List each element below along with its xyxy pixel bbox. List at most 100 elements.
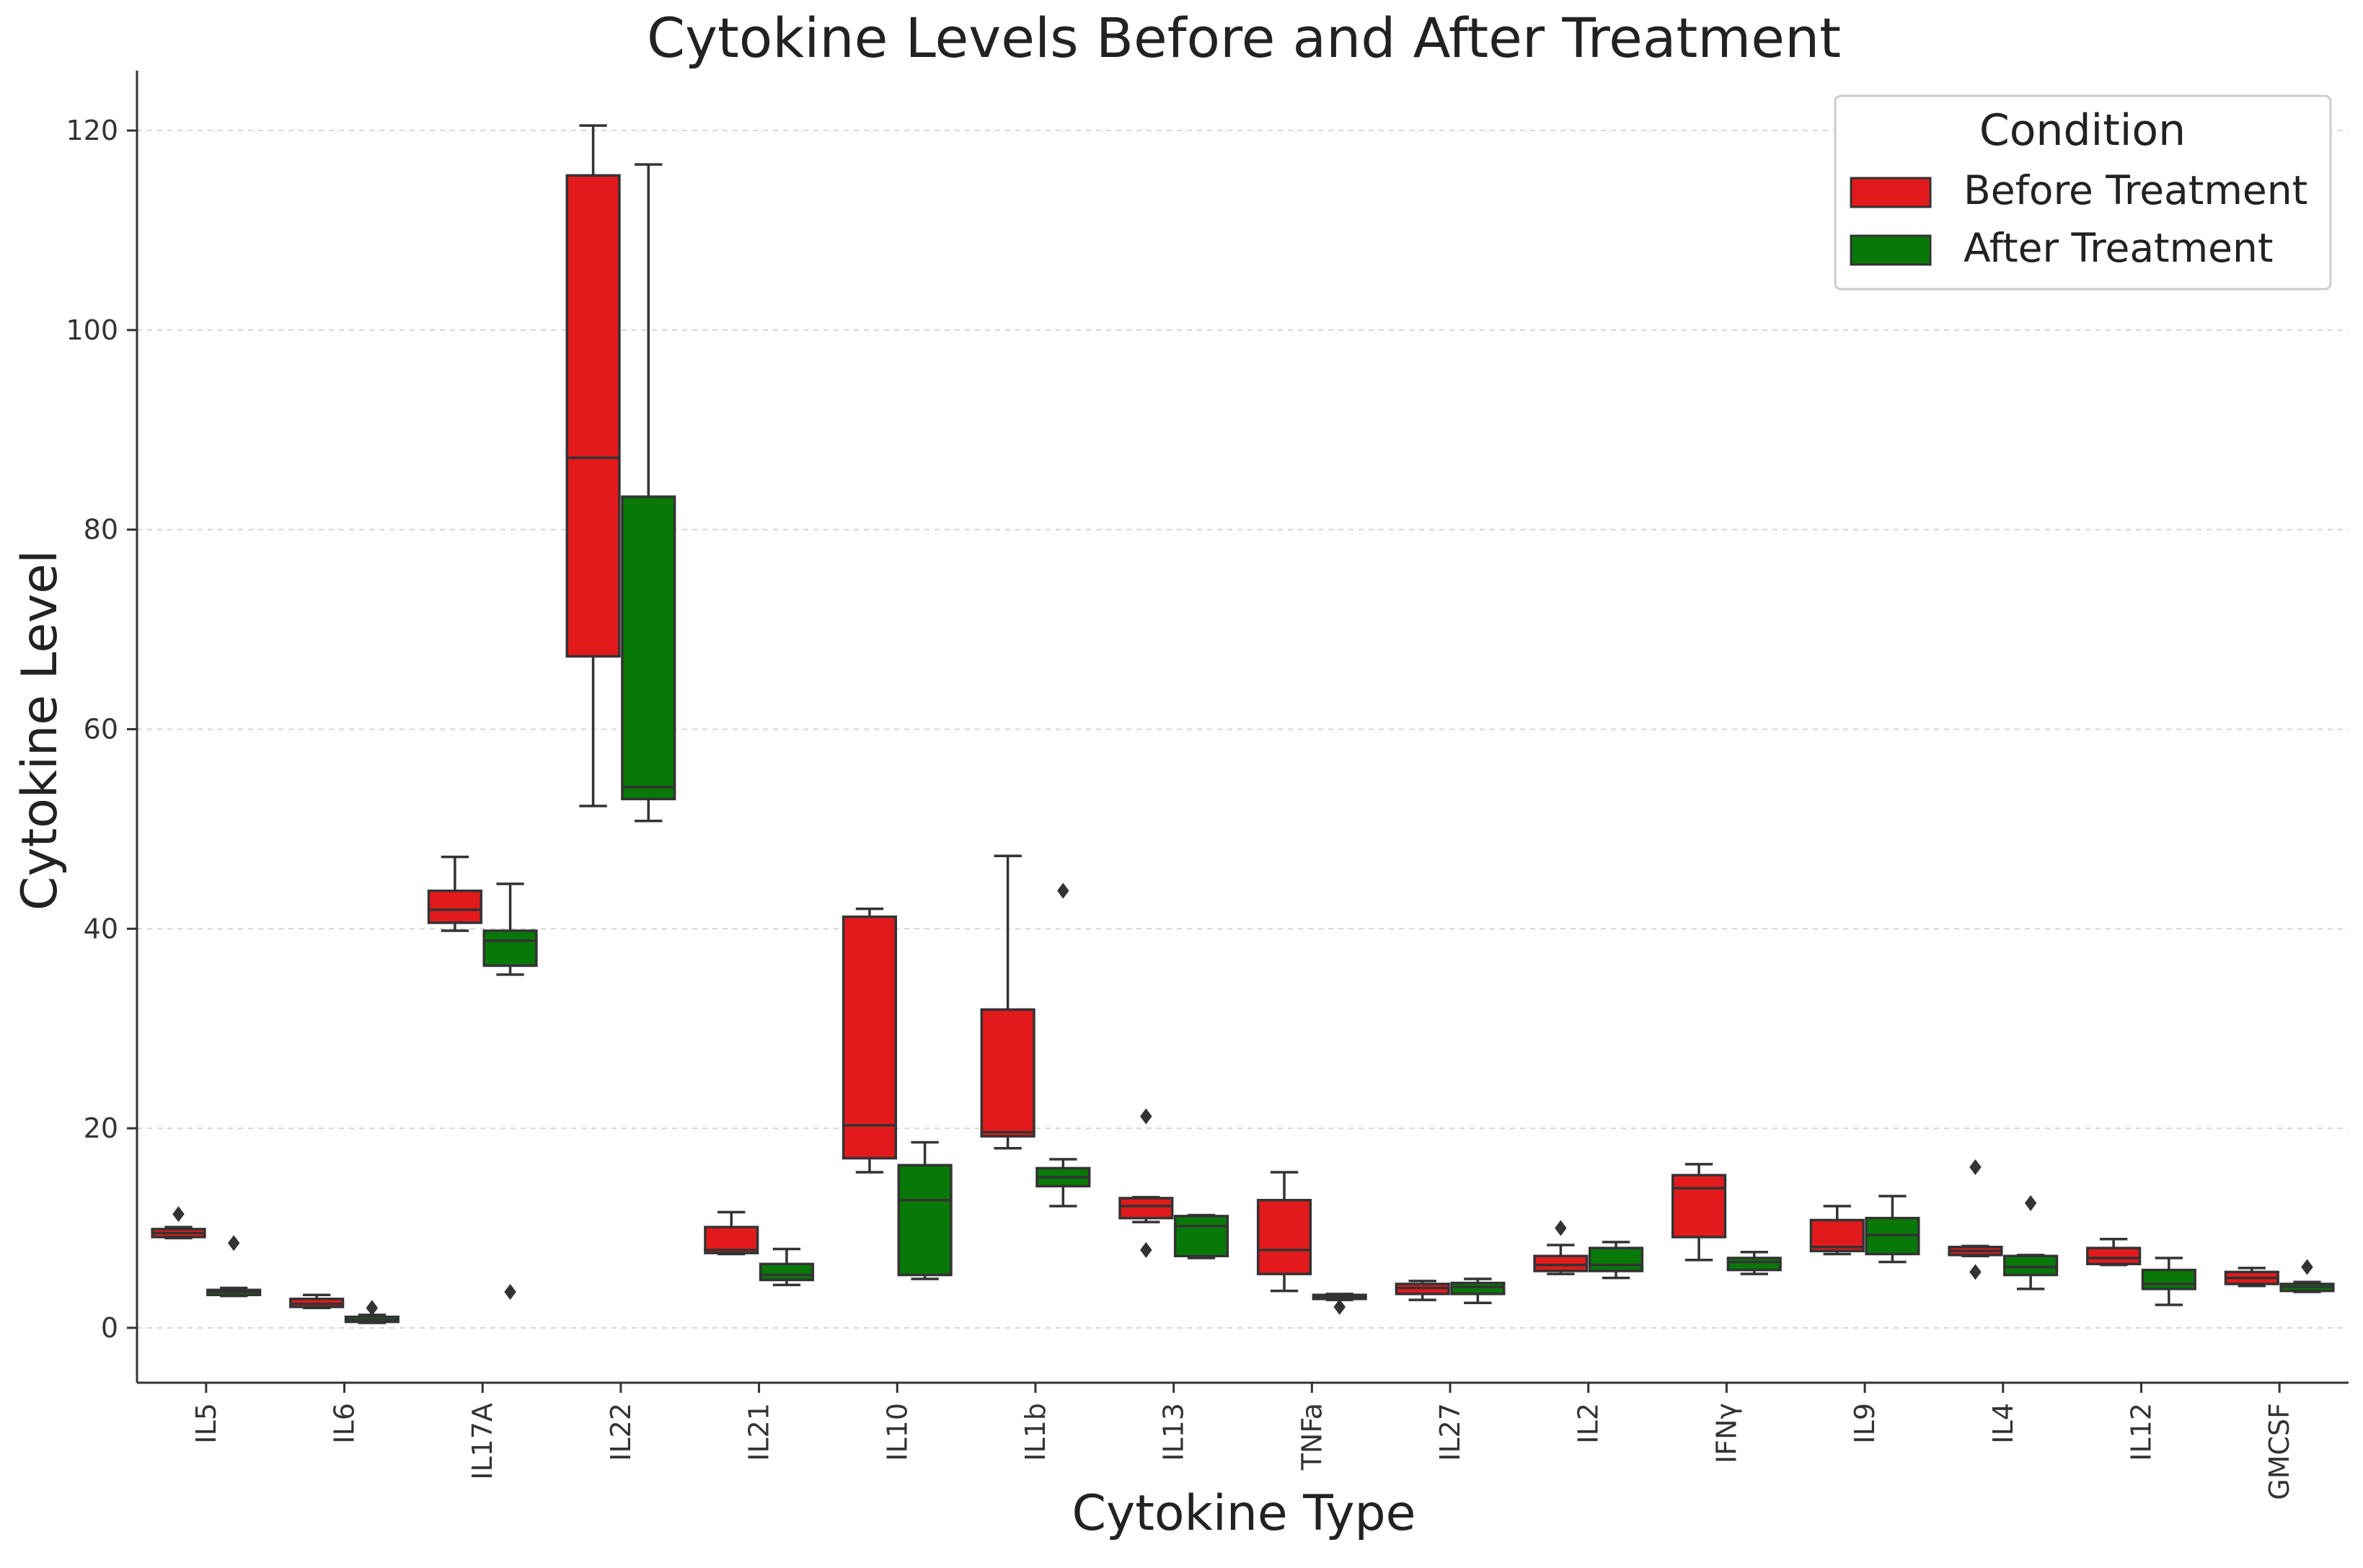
box-body xyxy=(1256,1198,1312,1275)
y-tick-label: 80 xyxy=(84,514,118,546)
legend-title: Condition xyxy=(1979,105,2186,156)
box-group xyxy=(2279,1259,2335,1293)
outlier-point xyxy=(1140,1241,1152,1258)
box-group xyxy=(1809,1205,1865,1256)
box-group xyxy=(1865,1195,1920,1264)
axes: 0 20 40 60 80 100 120 IL5 IL6 IL17A IL22 IL21 IL10 IL… xyxy=(66,71,2349,1500)
legend-swatch-before xyxy=(1850,177,1932,208)
x-tick-label: TNFa xyxy=(1296,1403,1328,1471)
box-body xyxy=(482,929,538,967)
x-tick-label: IL9 xyxy=(1849,1403,1881,1444)
outlier-point xyxy=(2301,1259,2313,1275)
outlier-point xyxy=(172,1206,185,1223)
outlier-point xyxy=(366,1300,379,1316)
box-body xyxy=(1173,1215,1229,1257)
y-tick-label: 120 xyxy=(66,115,118,146)
box-group xyxy=(842,907,898,1174)
x-tick-label: IL4 xyxy=(1987,1403,2019,1444)
y-tick-label: 40 xyxy=(84,913,118,944)
box-group xyxy=(1173,1213,1229,1259)
box-body xyxy=(897,1164,953,1277)
box-group xyxy=(1395,1280,1450,1301)
box-group xyxy=(1450,1277,1506,1305)
outlier-point xyxy=(1057,882,1069,899)
box-body xyxy=(2003,1254,2059,1277)
x-tick-label: IL27 xyxy=(1434,1403,1466,1461)
box-body xyxy=(1726,1257,1782,1272)
box-body xyxy=(1671,1174,1727,1239)
x-tick-label: IL17A xyxy=(467,1403,498,1480)
box-group xyxy=(206,1235,262,1298)
box-group xyxy=(1948,1159,2003,1280)
x-tick-label: IL1b xyxy=(1020,1403,1051,1461)
box-body xyxy=(1118,1197,1174,1220)
x-tick-label: IL10 xyxy=(881,1403,913,1461)
box-group xyxy=(2003,1195,2059,1290)
x-tick-label: IL13 xyxy=(1158,1403,1190,1461)
box-group xyxy=(344,1300,399,1324)
legend-swatch-after xyxy=(1850,234,1932,266)
outlier-point xyxy=(227,1235,240,1252)
outlier-point xyxy=(1333,1298,1346,1315)
outlier-point xyxy=(1555,1220,1567,1236)
box-group xyxy=(2141,1257,2196,1306)
box-group xyxy=(1118,1108,1174,1258)
x-tick-label: IL12 xyxy=(2125,1403,2157,1461)
outlier-point xyxy=(1969,1264,1982,1280)
chart-title: Cytokine Levels Before and After Treatme… xyxy=(647,6,1841,70)
x-tick-label: IFNγ xyxy=(1710,1403,1742,1463)
box-group xyxy=(482,882,538,1301)
box-body xyxy=(704,1226,759,1254)
box-group xyxy=(759,1247,815,1287)
y-tick-label: 0 xyxy=(101,1312,118,1344)
box-body xyxy=(621,495,676,801)
box-body xyxy=(565,174,621,658)
box-group xyxy=(897,1140,953,1280)
y-tick-label: 20 xyxy=(84,1112,118,1144)
gridlines xyxy=(137,130,2349,1329)
legend: Condition Before Treatment After Treatme… xyxy=(1834,94,2332,291)
box-group xyxy=(427,855,482,932)
legend-label-before: Before Treatment xyxy=(1964,167,2307,213)
y-tick-label: 60 xyxy=(84,713,118,745)
x-tick-label: IL6 xyxy=(329,1403,361,1444)
boxes xyxy=(151,124,2335,1324)
box-group xyxy=(1035,882,1091,1208)
outlier-point xyxy=(1969,1159,1982,1176)
box-group xyxy=(151,1206,206,1240)
box-body xyxy=(1533,1254,1589,1272)
box-group xyxy=(621,163,676,823)
box-group xyxy=(1533,1220,1589,1275)
x-tick-label: IL2 xyxy=(1573,1403,1604,1444)
y-tick-label: 100 xyxy=(66,314,118,346)
box-body xyxy=(842,915,898,1160)
x-tick-label: GMCSF xyxy=(2263,1403,2295,1500)
box-group xyxy=(289,1293,345,1309)
y-axis-label: Cytokine Level xyxy=(12,550,69,911)
box-body xyxy=(2086,1246,2142,1266)
legend-frame xyxy=(1834,94,2332,291)
box-body xyxy=(759,1262,815,1282)
outlier-point xyxy=(504,1284,516,1301)
box-body xyxy=(980,1008,1035,1138)
outlier-point xyxy=(2024,1195,2037,1211)
x-tick-label: IL21 xyxy=(743,1403,775,1461)
outlier-point xyxy=(1140,1108,1152,1125)
box-group xyxy=(1726,1250,1782,1275)
x-axis-label: Cytokine Type xyxy=(1072,1485,1416,1542)
box-group xyxy=(2224,1267,2279,1288)
box-group xyxy=(980,854,1035,1150)
box-body xyxy=(427,889,482,924)
box-group xyxy=(2086,1237,2142,1267)
box-body xyxy=(1588,1246,1644,1272)
box-body xyxy=(1450,1281,1506,1295)
box-group xyxy=(1588,1241,1644,1280)
box-group xyxy=(1256,1171,1312,1293)
legend-label-after: After Treatment xyxy=(1964,225,2273,271)
box-group xyxy=(1312,1293,1367,1315)
x-tick-label: IL5 xyxy=(190,1403,222,1444)
box-body xyxy=(2141,1268,2196,1290)
x-tick-label: IL22 xyxy=(605,1403,637,1461)
